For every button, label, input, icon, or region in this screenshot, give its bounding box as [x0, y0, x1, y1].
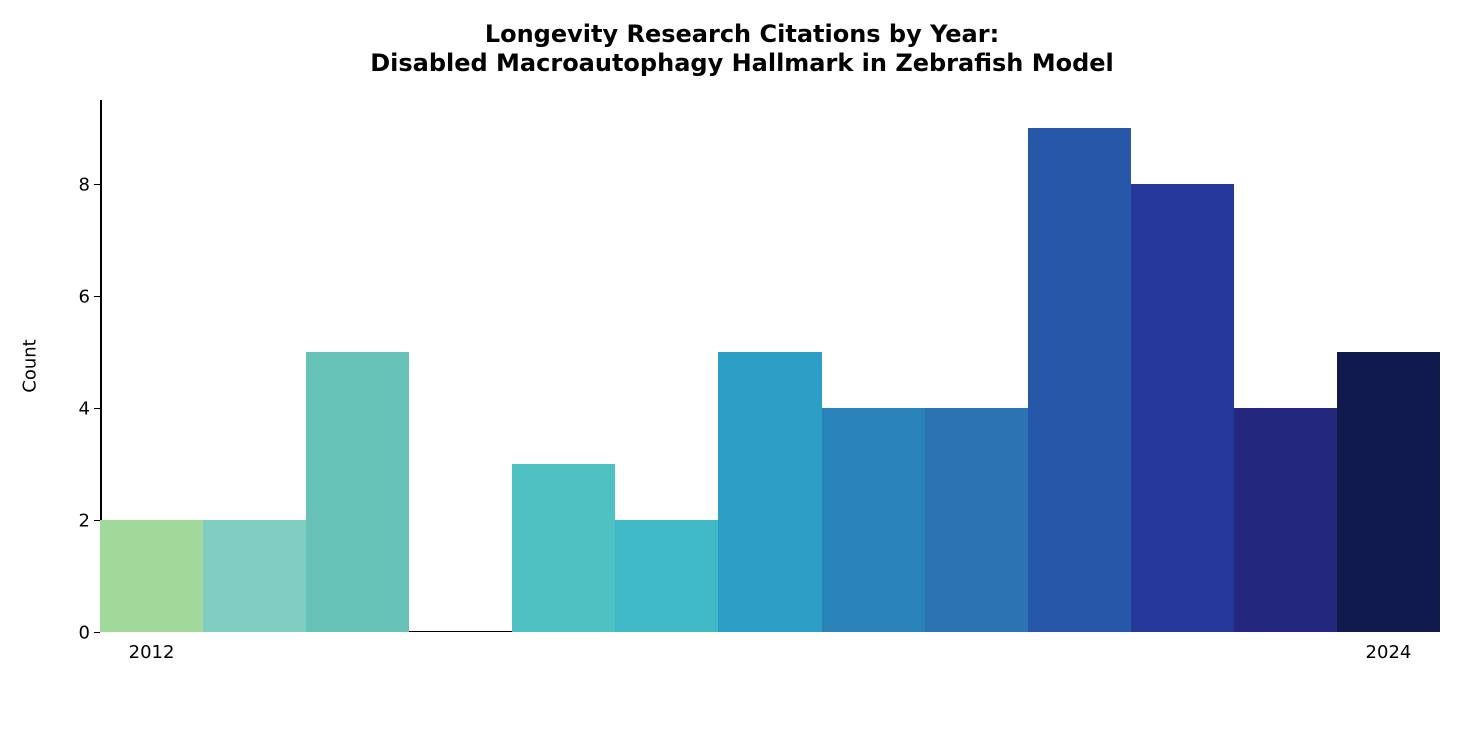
y-tick-2: 2 — [94, 520, 100, 521]
y-tick-mark — [94, 520, 100, 521]
bar-2019 — [822, 408, 925, 632]
y-tick-0: 0 — [94, 632, 100, 633]
y-tick-4: 4 — [94, 408, 100, 409]
bar-2013 — [203, 520, 306, 632]
bar-2018 — [718, 352, 821, 632]
bar-2014 — [306, 352, 409, 632]
y-tick-label: 8 — [79, 174, 90, 195]
bar-2017 — [615, 520, 718, 632]
y-tick-8: 8 — [94, 184, 100, 185]
y-tick-label: 4 — [79, 398, 90, 419]
y-tick-mark — [94, 184, 100, 185]
plot-area — [100, 100, 1440, 632]
y-tick-mark — [94, 296, 100, 297]
y-tick-mark — [94, 408, 100, 409]
y-tick-label: 0 — [79, 622, 90, 643]
bar-2023 — [1234, 408, 1337, 632]
bar-2016 — [512, 464, 615, 632]
y-tick-6: 6 — [94, 296, 100, 297]
chart-title-line1: Longevity Research Citations by Year: — [485, 20, 999, 48]
x-axis-end-label: 2024 — [1366, 642, 1412, 663]
y-tick-mark — [94, 632, 100, 633]
y-tick-label: 6 — [79, 286, 90, 307]
chart-title-line2: Disabled Macroautophagy Hallmark in Zebr… — [370, 49, 1114, 77]
y-axis-label: Count — [20, 339, 41, 392]
y-tick-label: 2 — [79, 510, 90, 531]
bar-2020 — [925, 408, 1028, 632]
bar-2012 — [100, 520, 203, 632]
x-axis-start-label: 2012 — [129, 642, 175, 663]
bar-2022 — [1131, 184, 1234, 632]
chart-canvas: Longevity Research Citations by Year: Di… — [0, 0, 1484, 733]
bar-2024 — [1337, 352, 1440, 632]
bar-2021 — [1028, 128, 1131, 632]
chart-title: Longevity Research Citations by Year: Di… — [0, 0, 1484, 78]
